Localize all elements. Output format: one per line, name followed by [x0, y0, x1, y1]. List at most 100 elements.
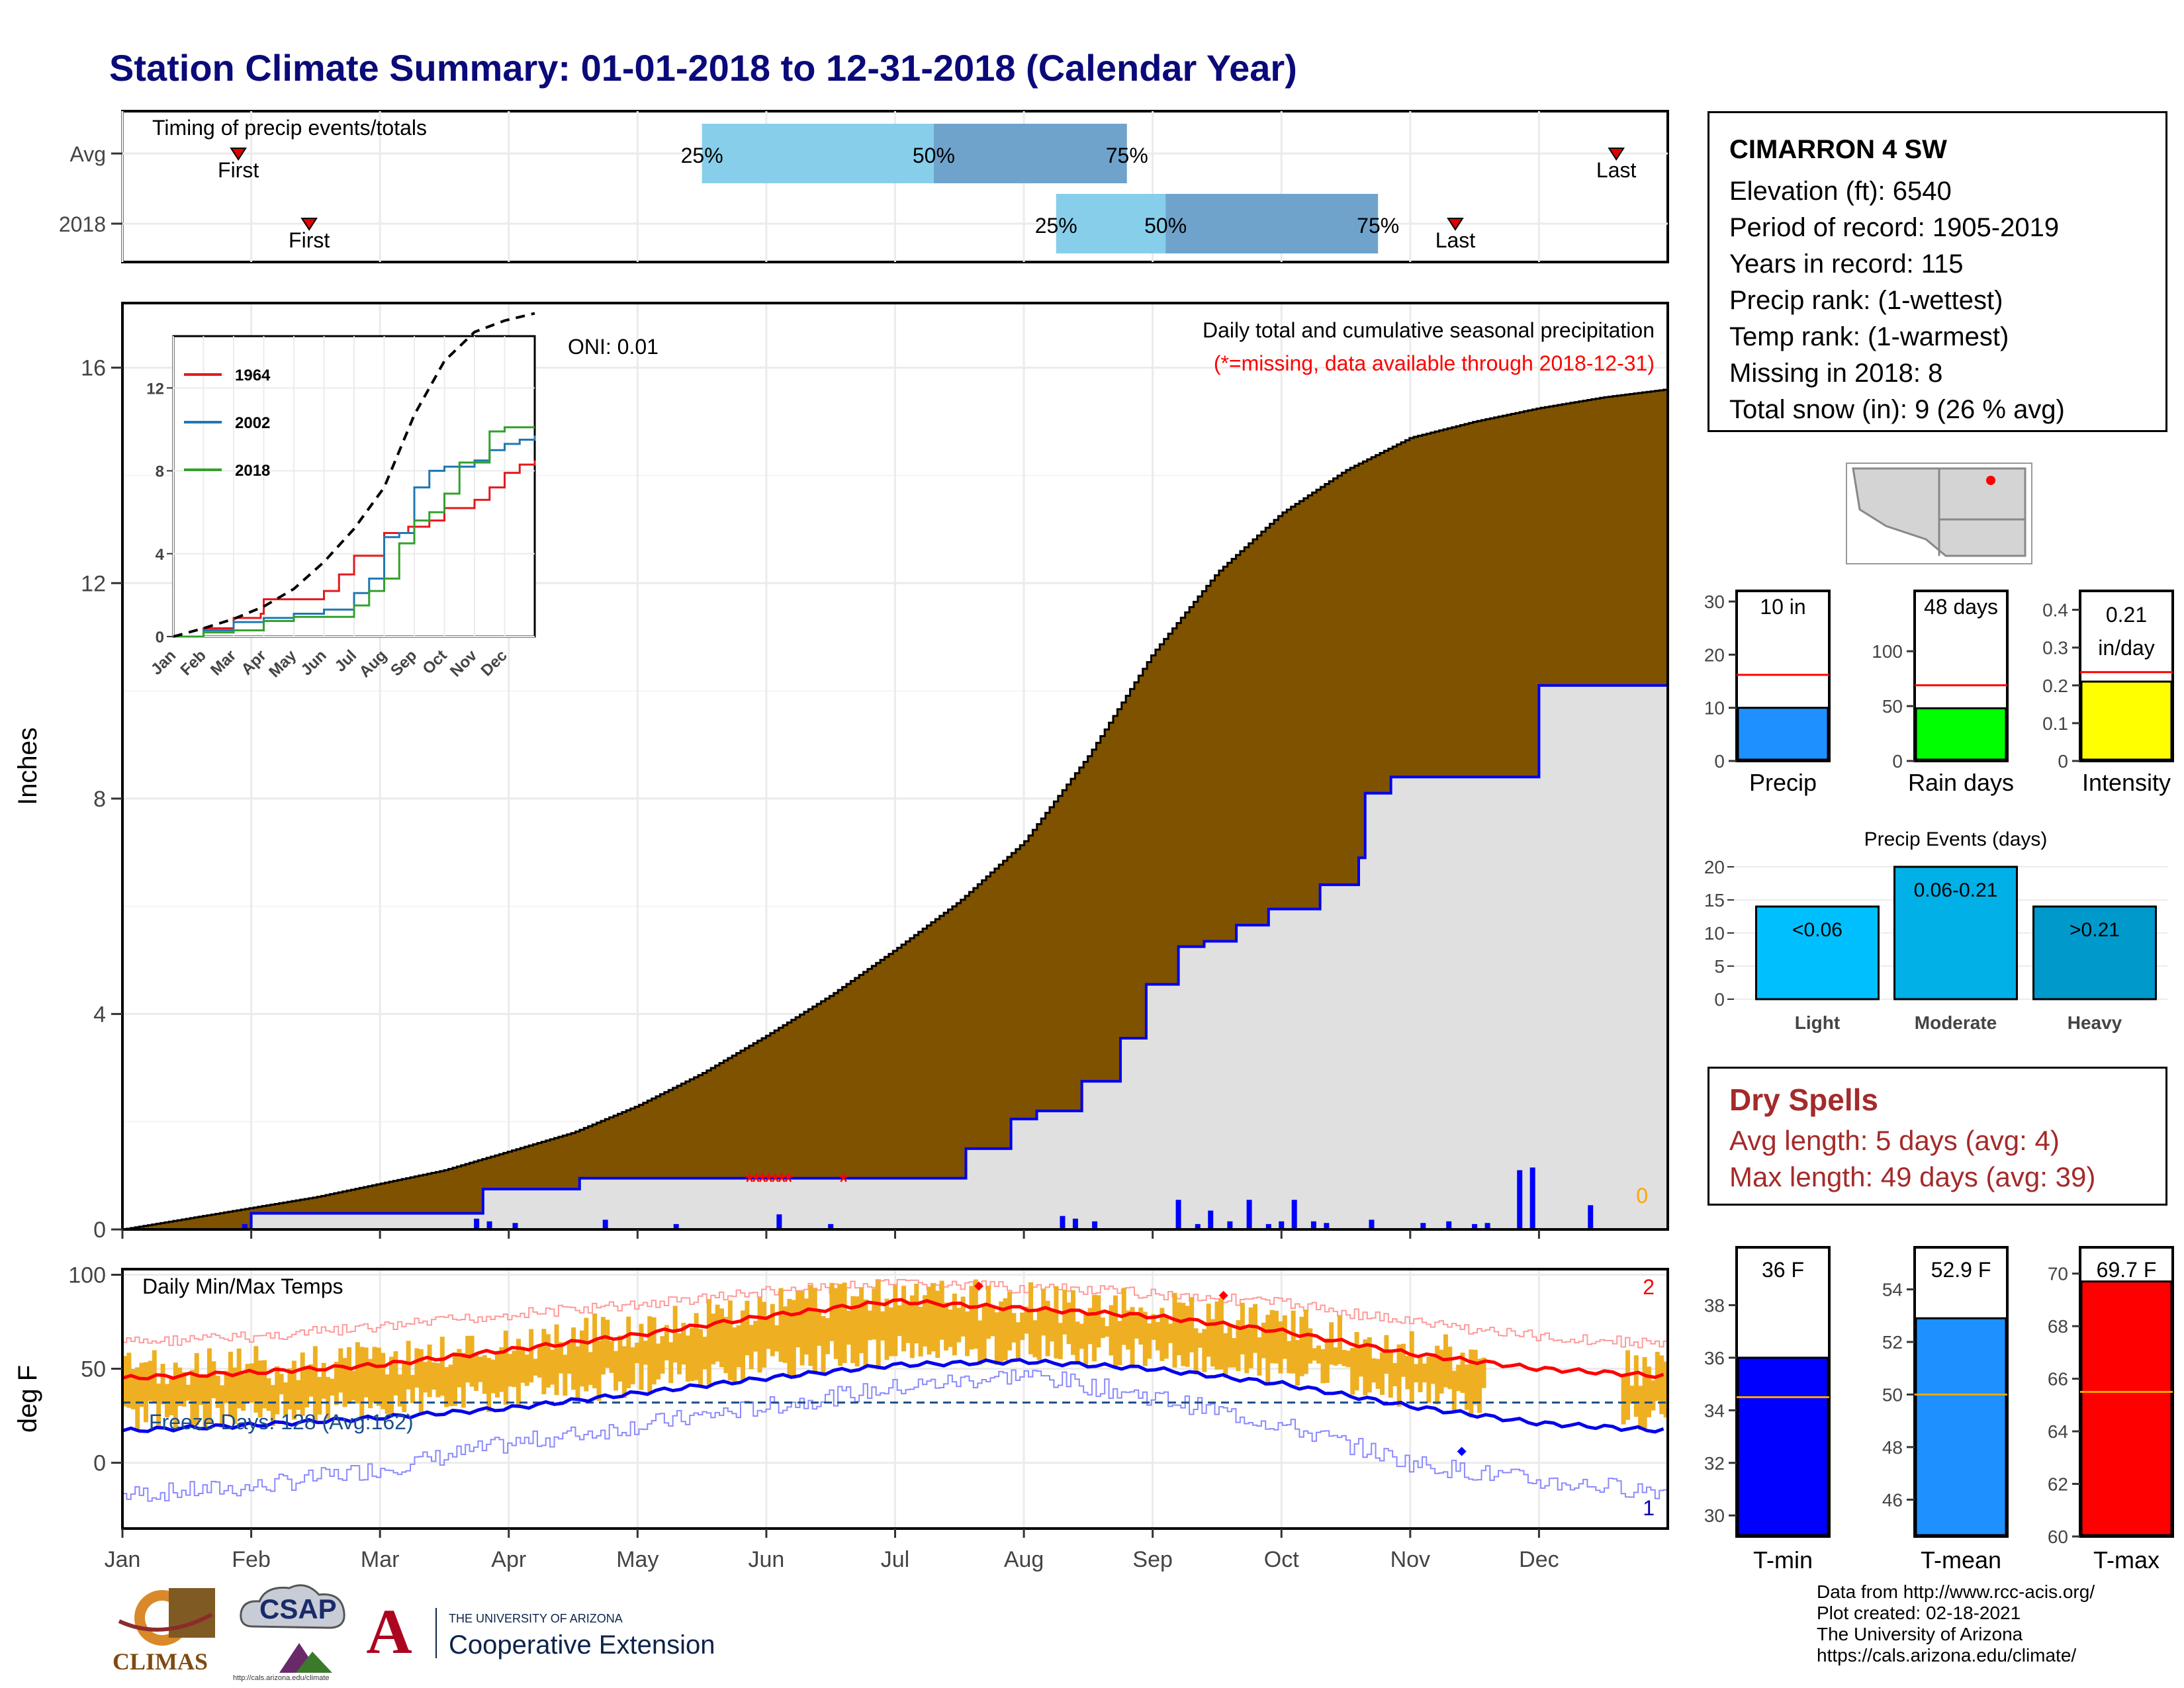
daily-temp-bar	[923, 1295, 928, 1347]
dry-spells-heading: Dry Spells	[1729, 1083, 1878, 1117]
daily-temp-bar	[799, 1291, 805, 1366]
daily-temp-bar	[677, 1333, 682, 1374]
tmax-value: 69.7 F	[2097, 1258, 2157, 1282]
daily-temp-bar	[1087, 1308, 1093, 1345]
precip-events-bar	[1755, 905, 1880, 1000]
daily-temp-bar	[402, 1361, 407, 1413]
daily-temp-bar	[647, 1316, 653, 1393]
precip-total-label: Precip	[1749, 769, 1817, 796]
quartile-50-label: 50%	[913, 144, 955, 167]
daily-temp-bar	[1625, 1350, 1631, 1420]
daily-temp-bar	[512, 1351, 517, 1388]
precip-total-y-tick-label: 0	[1714, 751, 1725, 772]
credits-line-2: Plot created: 02-18-2021	[1817, 1603, 2021, 1623]
daily-temp-bar	[965, 1311, 970, 1356]
intensity-bar	[2080, 680, 2173, 761]
timing-row-label: Avg	[69, 142, 106, 166]
daily-temp-bar	[990, 1307, 995, 1337]
tmin-value: 36 F	[1762, 1258, 1804, 1282]
daily-temp-bar	[444, 1366, 449, 1407]
tmean-bar	[1915, 1317, 2007, 1536]
daily-temp-bar	[579, 1330, 584, 1387]
daily-temp-bar	[1464, 1364, 1469, 1410]
daily-temp-bar	[516, 1339, 521, 1405]
daily-temp-bar	[1257, 1337, 1262, 1376]
rain-days-y-tick-label: 0	[1892, 751, 1903, 772]
daily-temp-bar	[1278, 1321, 1283, 1374]
daily-temp-bar	[956, 1308, 962, 1343]
daily-temp-bar	[427, 1344, 432, 1398]
temp-y-tick-label: 50	[81, 1357, 106, 1382]
daily-temp-bar	[909, 1295, 915, 1358]
ua-extension-logo: A THE UNIVERSITY OF ARIZONA Cooperative …	[363, 1600, 747, 1666]
ua-name: THE UNIVERSITY OF ARIZONA	[449, 1612, 623, 1625]
daily-temp-bar	[741, 1310, 745, 1381]
daily-temp-bar	[1329, 1322, 1334, 1365]
daily-temp-bar	[291, 1360, 296, 1420]
daily-temp-bar	[796, 1290, 801, 1348]
daily-precip-bar	[1279, 1221, 1285, 1229]
missing-data-mark: *	[764, 1168, 774, 1197]
credits: Data from http://www.rcc-acis.org/ Plot …	[1817, 1581, 2095, 1666]
daily-temp-bar	[490, 1359, 496, 1394]
daily-temp-bar	[931, 1284, 936, 1352]
daily-precip-bar	[1195, 1223, 1201, 1229]
daily-temp-bar	[761, 1302, 766, 1368]
inset-y-tick-label: 0	[156, 629, 164, 646]
daily-temp-bar	[1214, 1301, 1220, 1370]
daily-temp-bar	[148, 1360, 153, 1401]
daily-temp-bar	[1405, 1356, 1410, 1390]
daily-temp-bar	[690, 1327, 695, 1382]
daily-temp-bar	[486, 1358, 492, 1412]
tmin-y-tick-label: 30	[1704, 1505, 1725, 1526]
daily-temp-bar	[944, 1302, 949, 1351]
daily-temp-bar	[338, 1348, 343, 1393]
daily-temp-bar	[1456, 1364, 1461, 1392]
daily-temp-bar	[888, 1307, 893, 1356]
station-snow: Total snow (in): 9 (26 % avg)	[1729, 395, 2065, 424]
daily-temp-bar	[1409, 1331, 1414, 1402]
daily-temp-bar	[1481, 1357, 1486, 1388]
daily-precip-bar	[1588, 1205, 1594, 1229]
daily-temp-bar	[757, 1297, 762, 1373]
record-min-line	[122, 1369, 1668, 1502]
precip-events-bar-label: 0.06-0.21	[1914, 879, 1998, 901]
daily-temp-bar	[1003, 1298, 1008, 1361]
tmean-y-tick-label: 54	[1882, 1280, 1903, 1300]
daily-temp-bar	[1447, 1347, 1453, 1390]
daily-temp-bar	[1147, 1323, 1152, 1359]
daily-temp-bar	[952, 1293, 957, 1356]
daily-temp-bar	[1375, 1358, 1381, 1389]
inset-average-line	[173, 312, 535, 638]
daily-temp-bar	[817, 1311, 822, 1346]
daily-temp-bar	[1414, 1364, 1419, 1382]
tmean-y-tick-label: 48	[1882, 1437, 1903, 1458]
precip-events-category-label: Heavy	[2068, 1012, 2122, 1033]
daily-temp-bar	[1621, 1376, 1626, 1425]
quartile-bar-light	[1056, 194, 1166, 253]
daily-temp-bar	[1015, 1322, 1021, 1359]
daily-temp-bar	[702, 1337, 707, 1370]
precip-panel-title: Daily total and cumulative seasonal prec…	[1203, 318, 1655, 342]
daily-temp-bar	[960, 1296, 966, 1337]
daily-temp-bar	[1032, 1320, 1038, 1358]
credits-line-1: Data from http://www.rcc-acis.org/	[1817, 1581, 2095, 1602]
daily-temp-bar	[1367, 1337, 1372, 1393]
station-location-dot	[1986, 476, 1995, 485]
quartile-bar-light	[702, 124, 934, 183]
daily-temp-bar	[270, 1385, 275, 1426]
daily-temp-bar	[135, 1367, 140, 1432]
daily-temp-bar	[1091, 1294, 1097, 1362]
daily-temp-bar	[1202, 1329, 1207, 1372]
daily-precip-bar	[474, 1218, 480, 1229]
daily-temp-bar	[803, 1298, 809, 1355]
daily-temp-bar	[1113, 1295, 1118, 1366]
daily-temp-bar	[1291, 1310, 1296, 1374]
daily-temp-bar	[1299, 1317, 1304, 1376]
first-event-marker	[300, 218, 318, 231]
daily-temp-bar	[439, 1337, 445, 1396]
daily-temp-bar	[1460, 1353, 1465, 1394]
precip-y-tick-label: 4	[93, 1002, 106, 1027]
intensity-unit: in/day	[2098, 636, 2154, 660]
